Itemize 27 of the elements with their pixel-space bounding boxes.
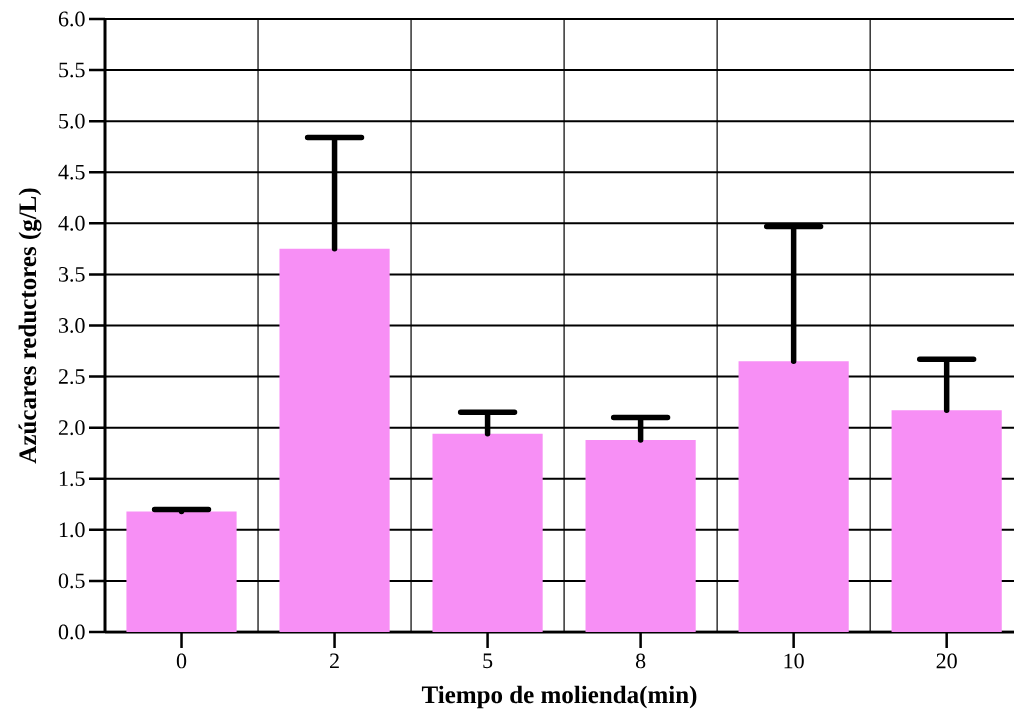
y-axis-title: Azúcares reductores (g/L) bbox=[18, 188, 42, 464]
y-tick-label: 2.0 bbox=[58, 420, 85, 436]
y-tick-label: 0.0 bbox=[58, 624, 85, 640]
x-tick-label: 10 bbox=[784, 653, 804, 669]
x-tick-label: 20 bbox=[936, 653, 957, 669]
y-tick-label: 3.0 bbox=[59, 318, 85, 333]
bar bbox=[279, 248, 390, 632]
x-axis-title: Tiempo de molienda(min) bbox=[421, 685, 697, 709]
y-tick-label: 2.5 bbox=[58, 369, 85, 385]
bar bbox=[432, 433, 543, 632]
x-tick-label: 5 bbox=[483, 653, 493, 669]
y-tick-label: 3.5 bbox=[59, 266, 85, 282]
y-tick-label: 1.5 bbox=[59, 471, 85, 487]
bar bbox=[585, 439, 696, 632]
y-tick-label: 4.0 bbox=[58, 215, 85, 231]
y-tick-label: 5.5 bbox=[59, 62, 85, 78]
y-tick-label: 5.0 bbox=[59, 113, 85, 129]
x-tick-label: 8 bbox=[635, 653, 646, 669]
y-tick-label: 6.0 bbox=[58, 11, 85, 27]
y-tick-label: 4.5 bbox=[58, 164, 85, 180]
bar bbox=[738, 361, 849, 632]
y-tick-label: 1.0 bbox=[59, 522, 85, 538]
x-tick-label: 0 bbox=[176, 653, 187, 669]
bar bbox=[126, 511, 237, 632]
bar bbox=[891, 410, 1002, 632]
x-tick-label: 2 bbox=[330, 653, 339, 669]
y-tick-label: 0.5 bbox=[58, 573, 85, 589]
